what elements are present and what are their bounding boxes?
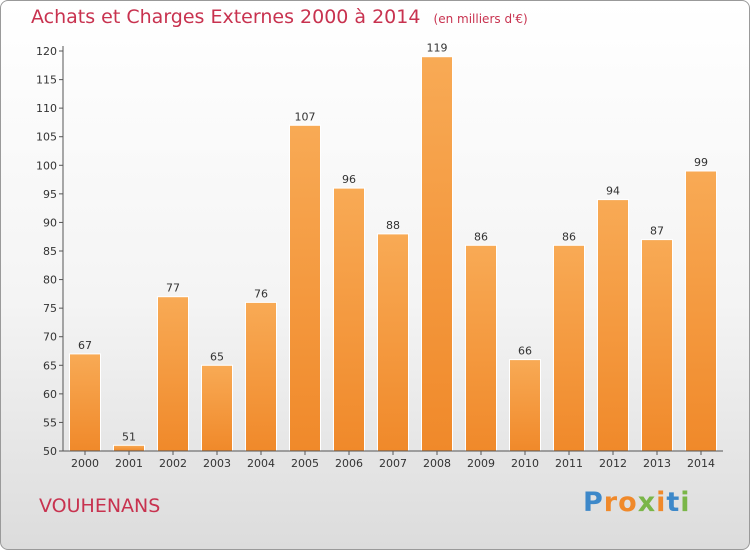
y-tick-label: 80 <box>43 274 57 287</box>
logo-letter: i <box>680 487 691 518</box>
value-label-2003: 65 <box>210 350 224 363</box>
y-tick-label: 60 <box>43 388 57 401</box>
x-tick-label-2004: 2004 <box>247 457 275 470</box>
bar-2003 <box>201 364 233 452</box>
value-label-2004: 76 <box>254 287 268 300</box>
value-label-2012: 94 <box>606 185 620 198</box>
bars-group: 67 51 77 65 76 107 96 88 119 86 66 86 94 87 99 <box>69 42 717 452</box>
x-tick-label-2012: 2012 <box>599 457 627 470</box>
value-label-2007: 88 <box>386 219 400 232</box>
bar-2009 <box>465 244 497 452</box>
value-label-2006: 96 <box>342 173 356 186</box>
bar-2001 <box>113 444 145 452</box>
logo-letter: i <box>656 487 667 518</box>
y-tick-label: 55 <box>43 416 57 429</box>
y-tick-label: 95 <box>43 188 57 201</box>
y-tick-label: 110 <box>36 102 57 115</box>
x-tick-label-2001: 2001 <box>115 457 143 470</box>
logo-letter: t <box>666 487 681 518</box>
x-tick-label-2006: 2006 <box>335 457 363 470</box>
x-tick-label-2009: 2009 <box>467 457 495 470</box>
x-tick-label-2008: 2008 <box>423 457 451 470</box>
value-label-2000: 67 <box>78 339 92 352</box>
x-tick-label-2014: 2014 <box>687 457 715 470</box>
logo-letter: o <box>618 487 638 518</box>
title-row: Achats et Charges Externes 2000 à 2014 (… <box>31 6 528 28</box>
value-label-2014: 99 <box>694 156 708 169</box>
proxiti-logo[interactable]: Proxiti <box>583 487 691 518</box>
logo-letter: x <box>637 487 657 518</box>
value-label-2013: 87 <box>650 225 664 238</box>
bar-2005 <box>289 124 321 452</box>
bar-2007 <box>377 233 409 452</box>
bar-2010 <box>509 359 541 452</box>
x-tick-label-2000: 2000 <box>71 457 99 470</box>
y-tick-label: 75 <box>43 302 57 315</box>
bar-2006 <box>333 187 365 452</box>
value-label-2010: 66 <box>518 345 532 358</box>
x-tick-label-2011: 2011 <box>555 457 583 470</box>
y-tick-label: 120 <box>36 45 57 58</box>
place-name: VOUHENANS <box>39 495 161 517</box>
bar-2002 <box>157 296 189 452</box>
y-tick-label: 50 <box>43 445 57 458</box>
bar-2014 <box>685 170 717 452</box>
y-tick-label: 115 <box>36 74 57 87</box>
value-label-2001: 51 <box>122 430 136 443</box>
value-label-2008: 119 <box>427 42 448 55</box>
y-tick-label: 70 <box>43 331 57 344</box>
logo-letter: P <box>583 487 604 518</box>
bar-2008 <box>421 56 453 452</box>
bar-2004 <box>245 301 277 452</box>
bar-2013 <box>641 239 673 452</box>
x-tick-label-2013: 2013 <box>643 457 671 470</box>
bar-2000 <box>69 353 101 452</box>
x-tick-label-2002: 2002 <box>159 457 187 470</box>
y-tick-label: 65 <box>43 359 57 372</box>
y-tick-label: 100 <box>36 159 57 172</box>
y-tick-label: 105 <box>36 131 57 144</box>
value-label-2011: 86 <box>562 230 576 243</box>
axes-group: 50 55 60 65 70 75 80 85 90 95 100 105 110 115 120 2000 2… <box>36 45 723 470</box>
x-tick-label-2010: 2010 <box>511 457 539 470</box>
value-label-2009: 86 <box>474 230 488 243</box>
value-label-2005: 107 <box>295 110 316 123</box>
x-tick-label-2005: 2005 <box>291 457 319 470</box>
y-tick-label: 85 <box>43 245 57 258</box>
logo-letter: r <box>603 487 619 518</box>
bar-2011 <box>553 244 585 452</box>
chart-title: Achats et Charges Externes 2000 à 2014 <box>31 6 421 28</box>
value-label-2002: 77 <box>166 282 180 295</box>
y-tick-label: 90 <box>43 216 57 229</box>
bar-2012 <box>597 199 629 452</box>
chart-subtitle: (en milliers d'€) <box>433 12 528 26</box>
x-tick-label-2003: 2003 <box>203 457 231 470</box>
x-tick-label-2007: 2007 <box>379 457 407 470</box>
